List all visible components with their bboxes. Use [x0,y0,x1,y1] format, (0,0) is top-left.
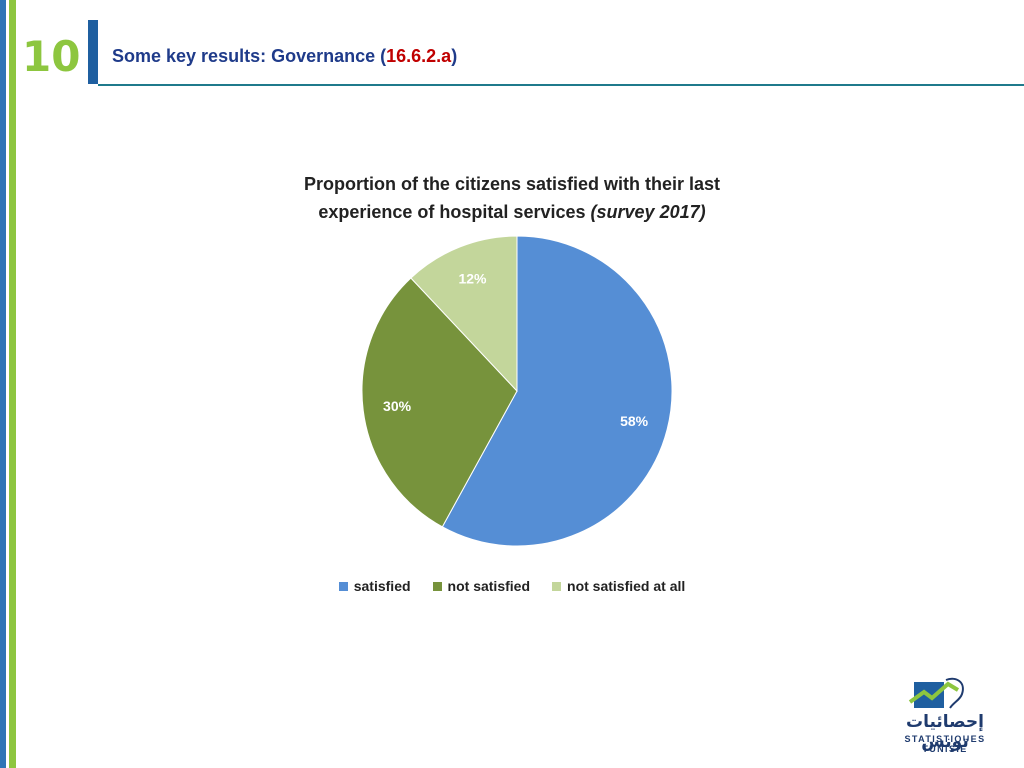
pie-data-label-not-satisfied: 30% [383,398,412,414]
logo-icon [908,677,964,709]
side-bar-blue [0,0,6,768]
chart-title-line1: Proportion of the citizens satisfied wit… [303,174,721,194]
logo-latin-text: STATISTIQUES TUNISIE [904,734,986,754]
header-divider [98,84,1024,86]
legend-swatch [432,581,442,591]
pie-slice-not-satisfied [361,277,518,528]
header-accent-bar [88,20,98,84]
legend-label: not satisfied at all [567,578,686,594]
pie-data-label-satisfied: 58% [620,413,649,429]
legend-swatch [552,581,562,591]
legend-label: satisfied [353,578,411,594]
legend-item-not-satisfied: not satisfied [432,578,531,594]
legend-swatch [338,581,348,591]
slide-title: Some key results: Governance (16.6.2.a) [112,46,457,67]
slide-title-suffix: ) [451,46,458,66]
chart-legend: satisfied not satisfied not satisfied at a… [0,578,1024,594]
legend-item-satisfied: satisfied [338,578,411,594]
pie-slice-satisfied [441,235,673,547]
statistiques-tunisie-logo: إحصائيات تونس STATISTIQUES TUNISIE [880,672,1010,754]
chart-title: Proportion of the citizens satisfied wit… [262,170,762,226]
logo-arabic-text: إحصائيات تونس [905,712,984,751]
chart-title-line2: experience of hospital services (survey … [262,198,762,226]
chart-title-main: experience of hospital services [318,202,586,222]
slide-number: 10 [22,32,81,81]
side-bar-green [9,0,16,768]
pie-slice-not-satisfied-at-all [410,235,518,393]
slide-title-prefix: Some key results: Governance ( [112,46,387,66]
chart-title-subtitle: (survey 2017) [590,202,706,222]
legend-label: not satisfied [447,578,531,594]
pie-data-label-not-satisfied-at-all: 12% [458,271,487,287]
slide-title-code: 16.6.2.a [386,46,452,66]
legend-item-not-satisfied-at-all: not satisfied at all [552,578,685,594]
